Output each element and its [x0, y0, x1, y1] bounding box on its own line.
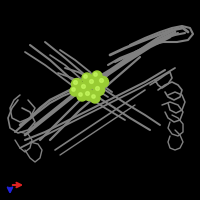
Circle shape — [94, 84, 104, 96]
Circle shape — [94, 73, 97, 76]
Circle shape — [96, 87, 99, 90]
Circle shape — [100, 79, 103, 82]
Circle shape — [92, 71, 102, 81]
Circle shape — [80, 82, 90, 94]
Circle shape — [90, 80, 93, 83]
Circle shape — [90, 93, 100, 103]
Circle shape — [72, 78, 83, 90]
Circle shape — [82, 85, 85, 88]
Circle shape — [77, 91, 87, 101]
Circle shape — [74, 81, 77, 84]
Circle shape — [84, 75, 87, 78]
Circle shape — [72, 88, 75, 91]
Circle shape — [84, 90, 95, 100]
Circle shape — [82, 73, 92, 83]
Circle shape — [86, 92, 89, 95]
Circle shape — [79, 93, 82, 96]
Circle shape — [92, 95, 95, 98]
Circle shape — [70, 86, 80, 96]
Circle shape — [98, 76, 108, 88]
Circle shape — [88, 77, 98, 88]
